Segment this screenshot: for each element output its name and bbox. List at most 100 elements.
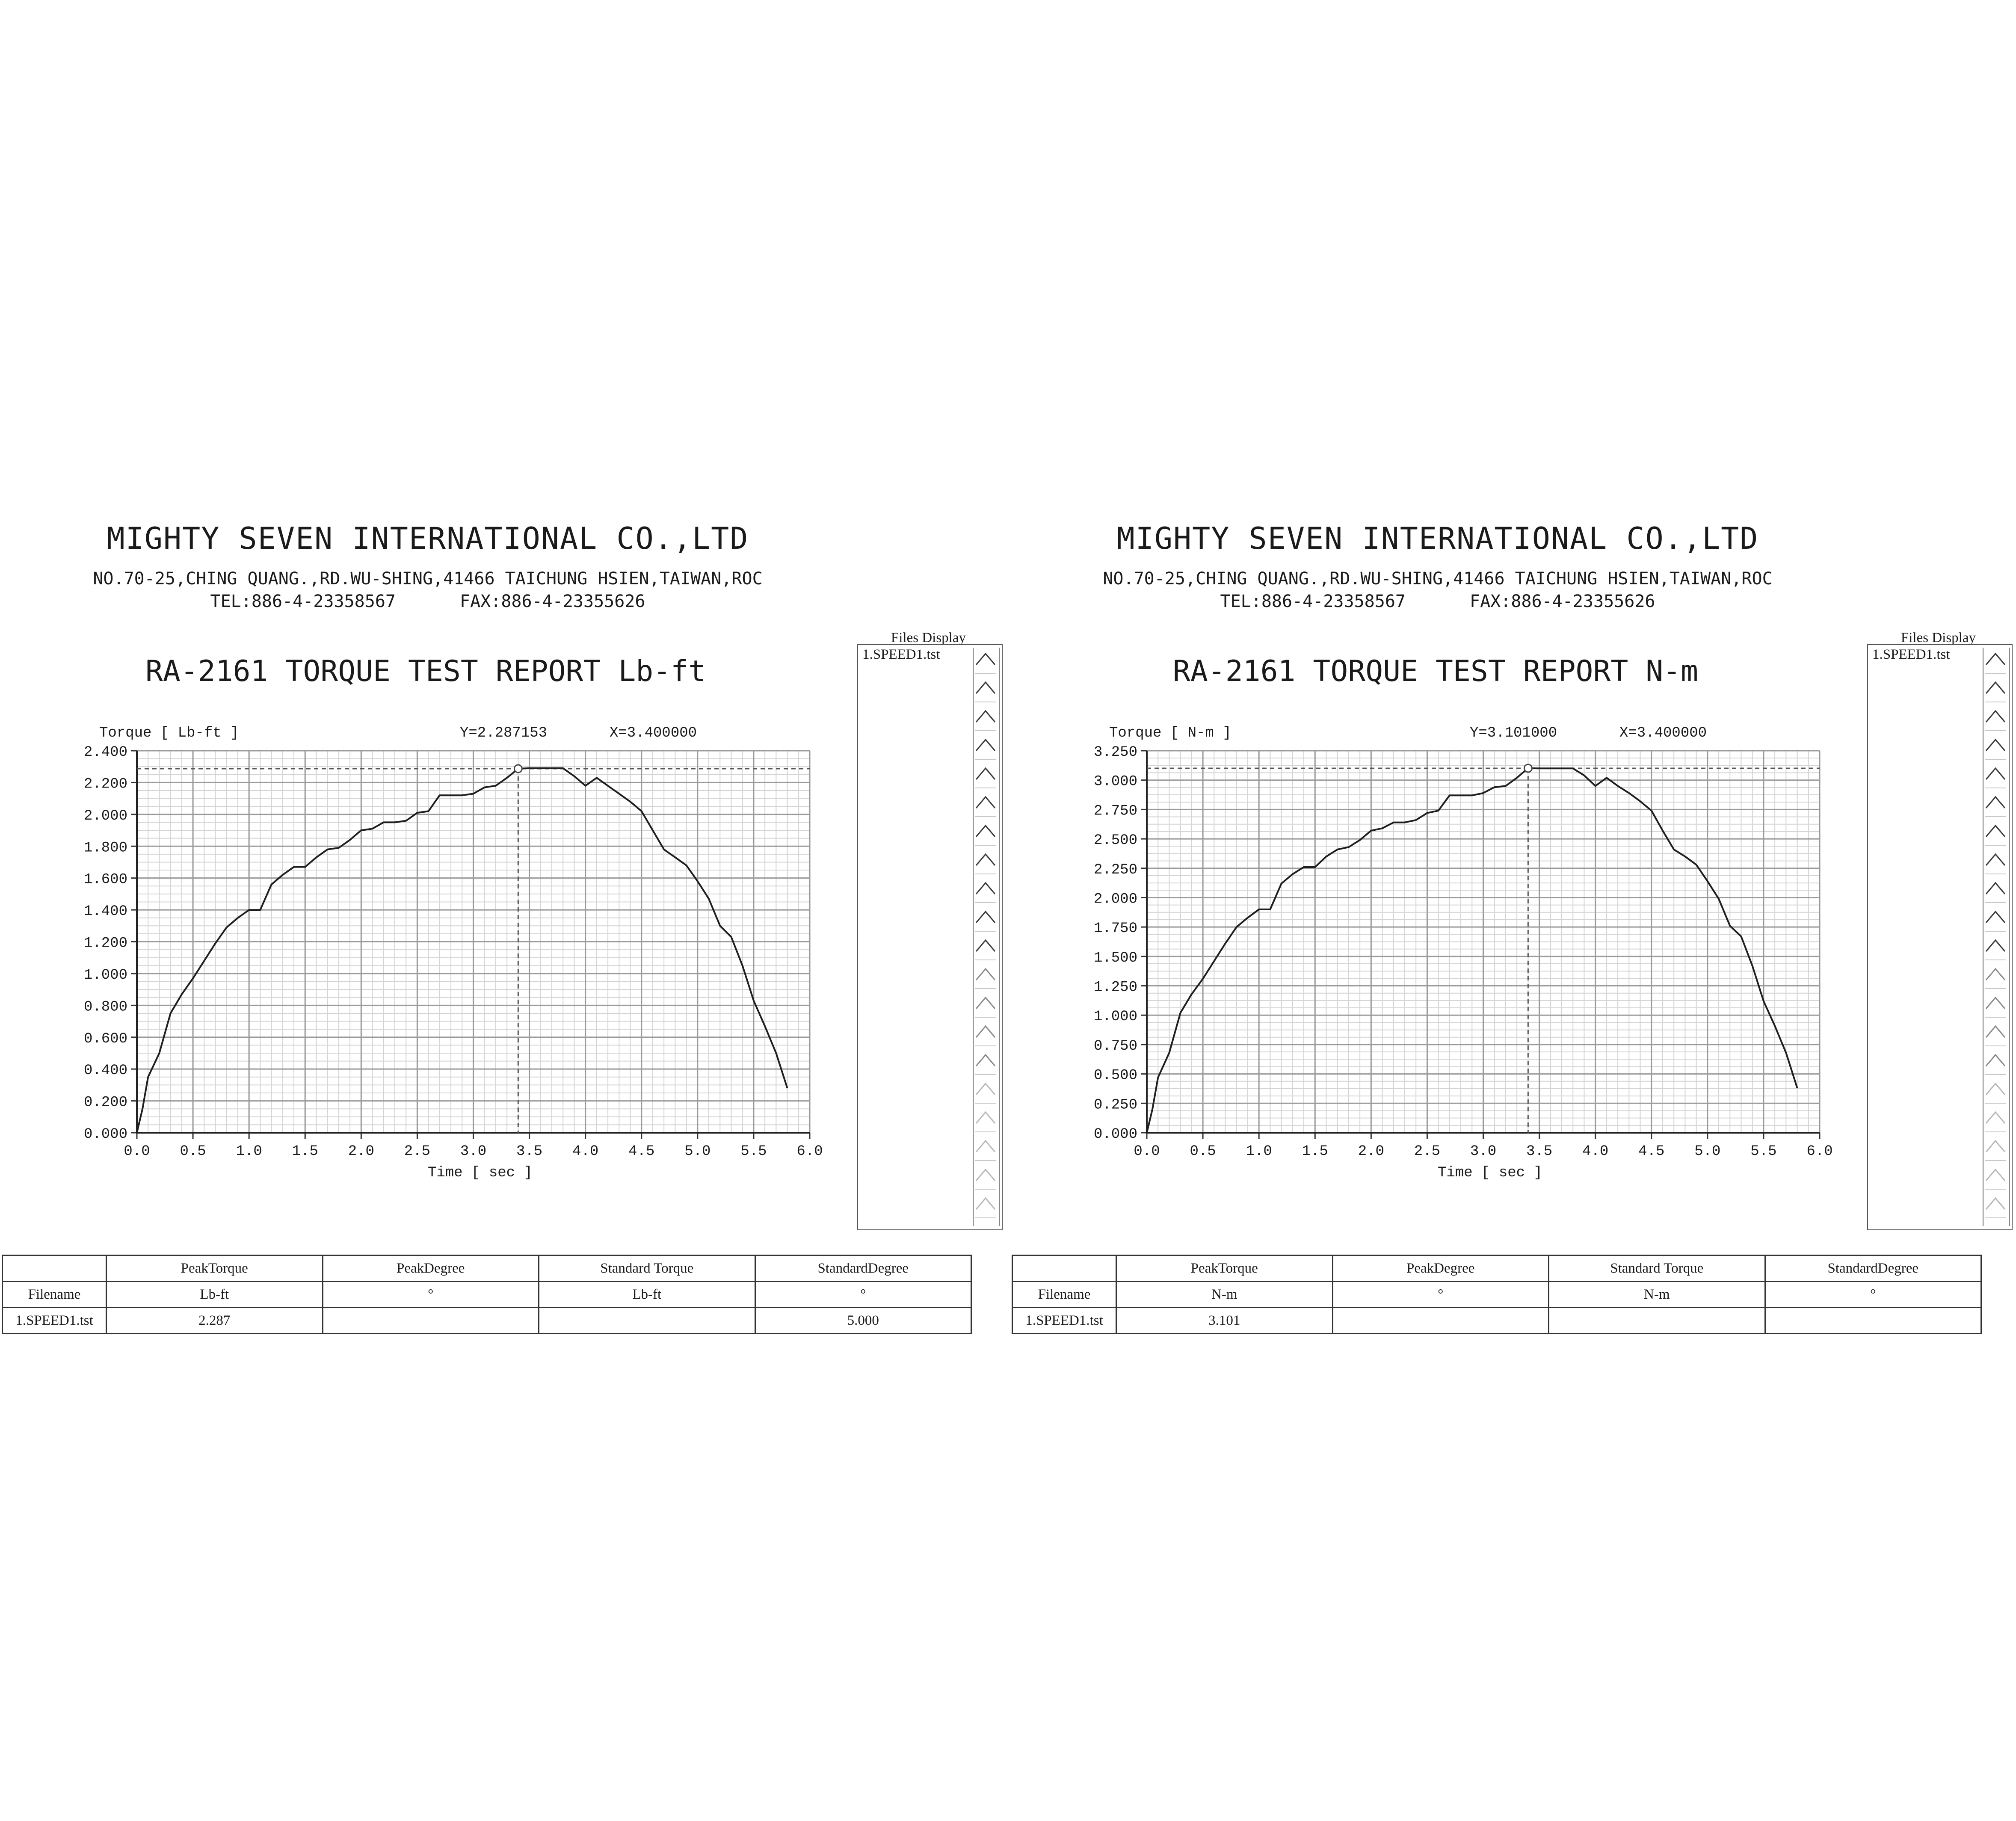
chevron-up-icon [1985, 710, 2006, 722]
y-tick-label: 0.000 [1094, 1126, 1137, 1143]
company-address: NO.70-25,CHING QUANG.,RD.WU-SHING,41466 … [93, 569, 763, 589]
torque-chart-lbft: 0.000 0.200 0.400 0.600 0.800 1.000 1.200 1.400… [84, 725, 823, 1181]
y-tick-label: 1.600 [84, 872, 127, 888]
chevron-up-icon [1985, 767, 2006, 780]
chevron-up-icon [975, 681, 996, 694]
chevron-up-icon [975, 710, 996, 722]
x-tick-label: 5.5 [1750, 1143, 1776, 1160]
y-axis-label: Torque [ Lb-ft ] [99, 725, 239, 741]
results-header-cell [2, 1255, 107, 1282]
x-tick-label: 6.0 [796, 1143, 823, 1160]
results-header-cell: Standard Torque [538, 1255, 756, 1282]
x-tick-label: 5.0 [684, 1143, 710, 1160]
company-name: MIGHTY SEVEN INTERNATIONAL CO.,LTD [107, 521, 749, 556]
y-tick-label: 1.800 [84, 840, 127, 856]
results-table: PeakTorque PeakDegree Standard Torque St… [1012, 1255, 1982, 1334]
chevron-up-icon [1985, 796, 2006, 808]
chevron-up-icon [975, 1082, 996, 1095]
chevron-up-icon [975, 853, 996, 866]
company-tel: TEL:886-4-23358567 [1220, 592, 1406, 611]
x-tick-label: 2.0 [1358, 1143, 1384, 1160]
y-tick-label: 2.200 [84, 776, 127, 792]
y-tick-label: 2.750 [1094, 803, 1137, 819]
company-tel: TEL:886-4-23358567 [210, 592, 396, 611]
files-display-panel: Files Display 1.SPEED1.tst [857, 630, 1004, 1232]
chevron-up-icon [1985, 1111, 2006, 1124]
files-list-item[interactable]: 1.SPEED1.tst [862, 647, 940, 662]
results-header-cell: PeakTorque [106, 1255, 323, 1282]
chevron-up-icon [975, 939, 996, 952]
x-tick-label: 3.0 [460, 1143, 486, 1160]
company-fax: FAX:886-4-23355626 [1470, 592, 1655, 611]
results-header-row: PeakTorque PeakDegree Standard Torque St… [2, 1255, 972, 1282]
y-tick-label: 1.000 [84, 967, 127, 983]
report-title: RA-2161 TORQUE TEST REPORT N-m [1172, 654, 1699, 688]
results-peak-torque-cell: 3.101 [1116, 1307, 1333, 1334]
files-scroll-chevrons [1985, 652, 2006, 1218]
cursor-y-readout: Y=2.287153 [460, 725, 547, 741]
chevron-up-icon [1985, 996, 2006, 1009]
chevron-up-icon [1985, 910, 2006, 923]
results-header-cell: PeakDegree [1332, 1255, 1549, 1282]
report-right: MIGHTY SEVEN INTERNATIONAL CO.,LTD NO.70… [1010, 0, 2016, 1821]
y-tick-label: 0.400 [84, 1063, 127, 1079]
cursor-x-readout: X=3.400000 [1619, 725, 1707, 741]
chevron-up-icon [1985, 882, 2006, 894]
y-tick-label: 0.750 [1094, 1038, 1137, 1054]
y-tick-label: 1.000 [1094, 1009, 1137, 1025]
results-header-row: PeakTorque PeakDegree Standard Torque St… [1012, 1255, 1982, 1282]
results-standard-torque-cell [538, 1307, 756, 1334]
results-peak-degree-cell [322, 1307, 539, 1334]
chevron-up-icon [1985, 738, 2006, 751]
x-tick-label: 6.0 [1806, 1143, 1832, 1160]
results-unit-cell: N-m [1548, 1281, 1766, 1308]
chevron-up-icon [1985, 681, 2006, 694]
x-tick-label: 0.0 [1134, 1143, 1160, 1160]
files-list-item[interactable]: 1.SPEED1.tst [1872, 647, 1950, 662]
files-scrollbar[interactable] [1983, 648, 2010, 1226]
results-header-cell: StandardDegree [754, 1255, 972, 1282]
files-scroll-chevrons [975, 652, 996, 1218]
chevron-up-icon [975, 968, 996, 980]
chevron-up-icon [975, 1140, 996, 1152]
chevron-up-icon [1985, 939, 2006, 952]
results-unit-cell: ° [754, 1281, 972, 1308]
results-unit-cell: Lb-ft [538, 1281, 756, 1308]
torque-series-line [1146, 767, 1798, 1133]
files-display-panel: Files Display 1.SPEED1.tst [1867, 630, 2014, 1232]
y-tick-label: 2.000 [1094, 891, 1137, 907]
files-list-box: 1.SPEED1.tst [1867, 644, 2013, 1230]
x-tick-label: 1.5 [1302, 1143, 1328, 1160]
chevron-up-icon [975, 652, 996, 665]
results-unit-cell: Filename [2, 1281, 107, 1308]
results-header-cell: PeakDegree [322, 1255, 539, 1282]
y-tick-label: 1.500 [1094, 950, 1137, 966]
x-tick-label: 3.0 [1470, 1143, 1496, 1160]
files-display-title: Files Display [1901, 630, 1976, 645]
y-tick-label: 1.400 [84, 903, 127, 920]
files-scrollbar[interactable] [973, 648, 1000, 1226]
results-filename-cell: 1.SPEED1.tst [2, 1307, 107, 1334]
y-tick-label: 3.000 [1094, 774, 1137, 790]
x-tick-label: 2.5 [1414, 1143, 1440, 1160]
x-tick-label: 5.5 [740, 1143, 767, 1160]
results-data-row: 1.SPEED1.tst 2.287 5.000 [2, 1307, 972, 1334]
chevron-up-icon [1985, 652, 2006, 665]
company-address: NO.70-25,CHING QUANG.,RD.WU-SHING,41466 … [1103, 569, 1773, 589]
x-tick-label: 4.0 [1582, 1143, 1608, 1160]
x-tick-label: 4.5 [628, 1143, 654, 1160]
results-units-row: Filename N-m ° N-m ° [1012, 1281, 1982, 1308]
results-header-cell: PeakTorque [1116, 1255, 1333, 1282]
results-standard-degree-cell: 5.000 [754, 1307, 972, 1334]
results-unit-cell: ° [322, 1281, 539, 1308]
x-tick-label: 4.0 [572, 1143, 598, 1160]
x-tick-label: 5.0 [1694, 1143, 1720, 1160]
chevron-up-icon [1985, 824, 2006, 837]
x-axis-label: Time [ sec ] [428, 1165, 533, 1181]
results-unit-cell: Filename [1012, 1281, 1117, 1308]
x-tick-label: 3.5 [516, 1143, 542, 1160]
torque-series-line [136, 767, 788, 1133]
results-header-cell [1012, 1255, 1117, 1282]
chevron-up-icon [1985, 1082, 2006, 1095]
company-name: MIGHTY SEVEN INTERNATIONAL CO.,LTD [1116, 521, 1759, 556]
